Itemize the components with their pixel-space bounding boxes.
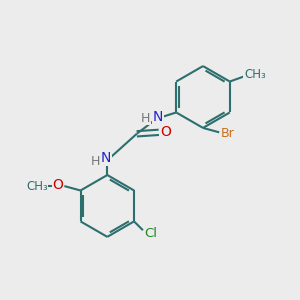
Text: H: H [141,112,150,124]
Text: O: O [160,125,171,139]
Text: Br: Br [220,127,234,140]
Text: CH₃: CH₃ [244,68,266,81]
Text: Cl: Cl [145,227,158,240]
Text: H: H [90,155,100,168]
Text: N: N [100,151,111,165]
Text: O: O [52,178,63,192]
Text: CH₃: CH₃ [26,180,48,193]
Text: N: N [153,110,163,124]
